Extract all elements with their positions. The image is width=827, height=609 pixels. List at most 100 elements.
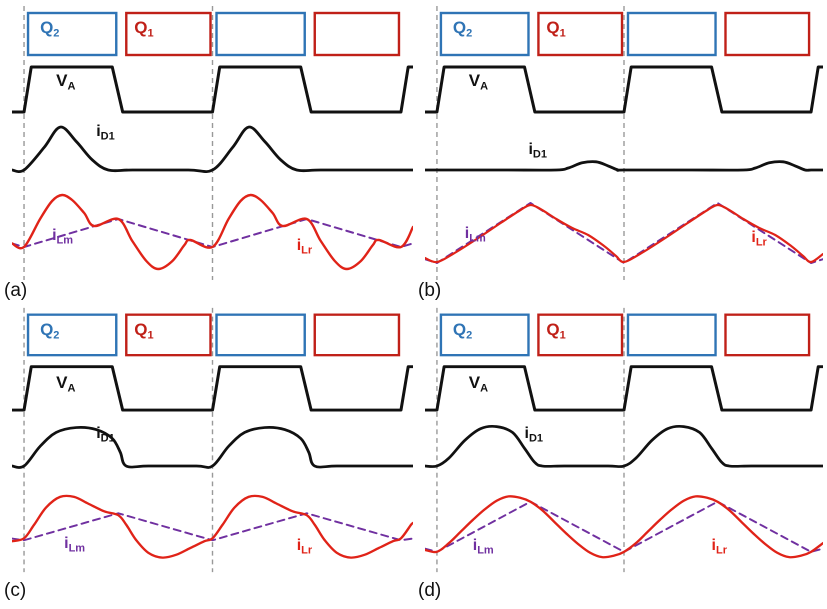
- label-sub: Lr: [301, 244, 313, 257]
- VA-waveform: [425, 365, 823, 412]
- waveform-panel-d: Q2 Q1 VA iD1 iLm iLr: [425, 306, 823, 574]
- waveform-plot-c: [12, 307, 413, 573]
- label-va: VA: [469, 72, 488, 92]
- label-ilr: iLr: [751, 230, 766, 248]
- Q2-gate-pulse: [439, 313, 530, 357]
- label-ilr: iLr: [712, 538, 727, 556]
- label-main: i: [524, 425, 529, 442]
- label-sub: 2: [53, 27, 60, 40]
- label-sub: Lm: [56, 234, 74, 247]
- label-main: i: [464, 225, 470, 242]
- iLr-waveform: [425, 203, 823, 264]
- label-va: VA: [469, 374, 488, 394]
- VA-waveform: [425, 65, 823, 114]
- label-sub: A: [67, 80, 76, 93]
- label-sub: Lr: [716, 544, 727, 557]
- label-main: i: [528, 141, 533, 158]
- label-ilm: iLm: [473, 538, 494, 556]
- label-main: i: [472, 537, 478, 554]
- subfigure-caption-a: (a): [4, 280, 28, 301]
- label-q2: Q2: [40, 19, 59, 39]
- label-main: Q: [40, 320, 54, 339]
- iLr-waveform: [425, 495, 823, 559]
- label-sub: 1: [147, 27, 154, 40]
- label-sub: D1: [100, 432, 115, 445]
- Q2-gate-pulse: [626, 11, 717, 57]
- label-id1: iD1: [525, 426, 544, 444]
- iD1-waveform: [425, 160, 823, 172]
- label-sub: 2: [466, 329, 473, 342]
- label-id1: iD1: [96, 124, 115, 142]
- label-sub: D1: [532, 148, 547, 161]
- label-id1: iD1: [528, 142, 547, 160]
- label-main: Q: [546, 320, 560, 339]
- waveform-panel-c: Q2 Q1 VA iD1 iLm iLr: [12, 306, 413, 574]
- label-main: i: [751, 229, 756, 246]
- waveform-panel-b: Q2 Q1 VA iD1 iLm iLr: [425, 4, 823, 282]
- Q2-gate-pulse: [26, 11, 118, 57]
- label-sub: D1: [100, 130, 115, 143]
- label-sub: 1: [147, 329, 154, 342]
- label-q2: Q2: [40, 321, 59, 341]
- label-q1: Q1: [546, 321, 565, 341]
- label-sub: 2: [466, 27, 473, 40]
- Q1-gate-pulse: [537, 313, 624, 357]
- label-sub: A: [67, 382, 76, 395]
- Q1-gate-pulse: [125, 11, 212, 57]
- label-main: Q: [40, 18, 54, 37]
- label-main: i: [296, 537, 302, 554]
- label-sub: 2: [53, 329, 60, 342]
- label-main: V: [468, 373, 481, 392]
- iD1-waveform: [12, 426, 413, 469]
- Q1-gate-pulse: [537, 11, 624, 57]
- label-sub: 1: [559, 27, 566, 40]
- label-main: i: [96, 425, 101, 442]
- label-sub: A: [480, 382, 489, 395]
- VA-waveform: [12, 65, 413, 114]
- Q1-gate-pulse: [724, 11, 811, 57]
- label-q1: Q1: [134, 19, 153, 39]
- label-sub: Lm: [477, 544, 494, 557]
- label-va: VA: [56, 72, 75, 92]
- label-main: i: [52, 227, 57, 244]
- iLr-waveform: [12, 193, 413, 271]
- iD1-waveform: [425, 424, 823, 468]
- label-main: V: [56, 373, 68, 392]
- label-sub: D1: [528, 432, 544, 445]
- Q2-gate-pulse: [26, 313, 118, 357]
- label-sub: Lr: [755, 236, 767, 249]
- Q2-gate-pulse: [626, 313, 717, 357]
- label-q2: Q2: [453, 19, 472, 39]
- label-main: V: [56, 71, 68, 90]
- waveform-plot-d: [425, 307, 823, 573]
- label-ilr: iLr: [297, 538, 312, 556]
- label-sub: Lr: [301, 544, 313, 557]
- Q1-gate-pulse: [125, 313, 212, 357]
- label-ilm: iLm: [465, 226, 486, 244]
- subfigure-caption-d: (d): [418, 580, 442, 601]
- label-main: Q: [134, 18, 148, 37]
- Q2-gate-pulse: [439, 11, 530, 57]
- Q2-gate-pulse: [215, 11, 306, 57]
- label-main: Q: [546, 18, 560, 37]
- label-main: Q: [452, 18, 467, 37]
- label-q2: Q2: [453, 321, 472, 341]
- subfigure-caption-c: (c): [4, 580, 27, 601]
- label-sub: 1: [559, 329, 566, 342]
- waveform-plot-b: [425, 6, 823, 280]
- label-sub: Lm: [68, 542, 86, 555]
- subfigure-caption-b: (b): [418, 280, 442, 301]
- Q1-gate-pulse: [313, 11, 401, 57]
- waveform-panel-a: Q2 Q1 VA iD1 iLm iLr: [12, 4, 413, 282]
- label-ilm: iLm: [64, 536, 85, 554]
- label-main: i: [296, 237, 302, 254]
- iLr-waveform: [12, 494, 413, 559]
- waveform-plot-a: [12, 6, 413, 280]
- label-main: Q: [452, 320, 467, 339]
- iD1-waveform: [12, 125, 413, 174]
- iLm-waveform: [12, 512, 413, 542]
- label-ilr: iLr: [297, 238, 312, 256]
- label-main: i: [96, 123, 101, 140]
- label-q1: Q1: [134, 321, 153, 341]
